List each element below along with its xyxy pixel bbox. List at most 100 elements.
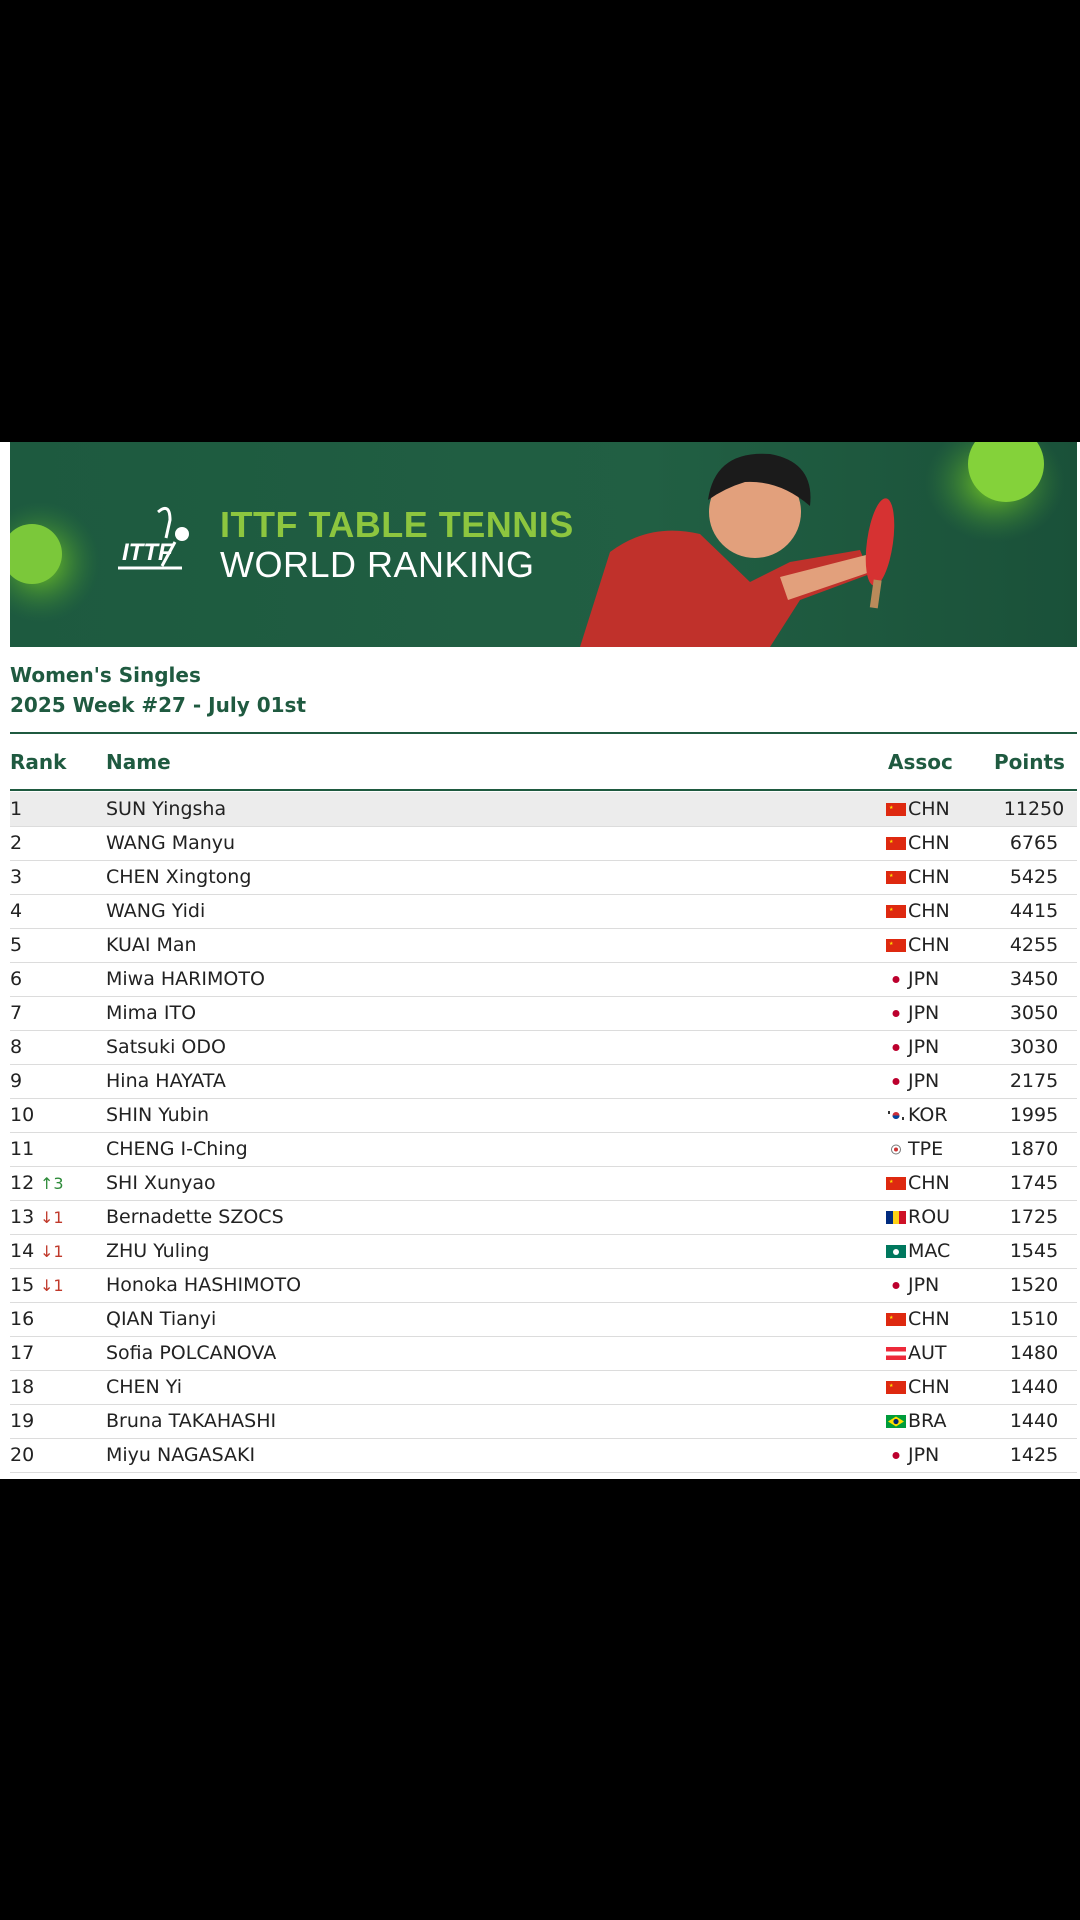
association-code: JPN (908, 968, 940, 990)
rank-value: 13 (10, 1206, 35, 1228)
player-name-link[interactable]: Miwa HARIMOTO (106, 968, 265, 990)
association-code: ROU (908, 1206, 951, 1228)
association-code: CHN (908, 798, 950, 820)
player-name-link[interactable]: SHI Xunyao (106, 1172, 216, 1194)
korea-flag-icon (886, 1109, 906, 1122)
table-row[interactable]: 5 KUAI Man ★ CHN 4255 (10, 928, 1077, 963)
table-row[interactable]: 6 Miwa HARIMOTO JPN 3450 (10, 962, 1077, 997)
table-row[interactable]: 7 Mima ITO JPN 3050 (10, 996, 1077, 1031)
rank-value: 9 (10, 1070, 23, 1092)
player-name-link[interactable]: QIAN Tianyi (106, 1308, 217, 1330)
table-row[interactable]: 13 ↓1 Bernadette SZOCS ROU 1725 (10, 1200, 1077, 1235)
rank-value: 8 (10, 1036, 23, 1058)
player-name-link[interactable]: Satsuki ODO (106, 1036, 226, 1058)
points-value: 1870 (1009, 1138, 1059, 1160)
association-code: JPN (908, 1002, 940, 1024)
player-name-link[interactable]: KUAI Man (106, 934, 197, 956)
china-flag-icon: ★ (886, 837, 906, 850)
points-value: 4415 (1009, 900, 1059, 922)
table-row[interactable]: 20 Miyu NAGASAKI JPN 1425 (10, 1438, 1077, 1473)
week-title: 2025 Week #27 - July 01st (10, 693, 307, 717)
rank-value: 2 (10, 832, 23, 854)
rank-value: 15 (10, 1274, 35, 1296)
table-row[interactable]: 19 Bruna TAKAHASHI BRA 1440 (10, 1404, 1077, 1439)
table-top-rule (10, 732, 1077, 734)
table-row[interactable]: 12 ↑3 SHI Xunyao ★ CHN 1745 (10, 1166, 1077, 1201)
player-name-link[interactable]: CHEN Yi (106, 1376, 183, 1398)
points-value: 11250 (1003, 798, 1065, 820)
player-name-link[interactable]: CHENG I-Ching (106, 1138, 248, 1160)
japan-flag-icon (886, 973, 906, 986)
association-code: CHN (908, 1376, 950, 1398)
player-name-link[interactable]: WANG Yidi (106, 900, 206, 922)
table-row[interactable]: 17 Sofia POLCANOVA AUT 1480 (10, 1336, 1077, 1371)
association-code: CHN (908, 1308, 950, 1330)
column-header-assoc[interactable]: Assoc (888, 750, 953, 774)
table-row[interactable]: 10 SHIN Yubin KOR 1995 (10, 1098, 1077, 1133)
china-flag-icon: ★ (886, 1177, 906, 1190)
brazil-flag-icon (886, 1415, 906, 1428)
table-row[interactable]: 18 CHEN Yi ★ CHN 1440 (10, 1370, 1077, 1405)
rank-value: 17 (10, 1342, 35, 1364)
player-name-link[interactable]: Honoka HASHIMOTO (106, 1274, 302, 1296)
player-name-link[interactable]: SHIN Yubin (106, 1104, 210, 1126)
table-row[interactable]: 8 Satsuki ODO JPN 3030 (10, 1030, 1077, 1065)
svg-text:★: ★ (889, 1179, 894, 1185)
player-name-link[interactable]: ZHU Yuling (106, 1240, 210, 1262)
points-value: 5425 (1009, 866, 1059, 888)
table-row[interactable]: 16 QIAN Tianyi ★ CHN 1510 (10, 1302, 1077, 1337)
table-row[interactable]: 4 WANG Yidi ★ CHN 4415 (10, 894, 1077, 929)
japan-flag-icon (886, 1007, 906, 1020)
banner-art: ITTF (10, 442, 1077, 647)
china-flag-icon: ★ (886, 871, 906, 884)
rank-value: 14 (10, 1240, 35, 1262)
ittf-logo (118, 506, 189, 570)
points-value: 2175 (1009, 1070, 1059, 1092)
points-value: 1545 (1009, 1240, 1059, 1262)
association-code: KOR (908, 1104, 948, 1126)
rank-up-indicator: ↑3 (40, 1174, 64, 1193)
banner-title-line2: WORLD RANKING (220, 544, 535, 585)
china-flag-icon: ★ (886, 939, 906, 952)
points-value: 1995 (1009, 1104, 1059, 1126)
rank-value: 4 (10, 900, 23, 922)
player-name-link[interactable]: CHEN Xingtong (106, 866, 252, 888)
player-name-link[interactable]: Bernadette SZOCS (106, 1206, 284, 1228)
player-name-link[interactable]: Miyu NAGASAKI (106, 1444, 256, 1466)
category-title: Women's Singles (10, 663, 201, 687)
rank-value: 3 (10, 866, 23, 888)
china-flag-icon: ★ (886, 905, 906, 918)
table-row[interactable]: 1 SUN Yingsha ★ CHN 11250 (10, 792, 1077, 827)
player-name-link[interactable]: Hina HAYATA (106, 1070, 226, 1092)
player-name-link[interactable]: Bruna TAKAHASHI (106, 1410, 277, 1432)
rank-value: 6 (10, 968, 23, 990)
column-header-name[interactable]: Name (106, 750, 171, 774)
association-code: CHN (908, 900, 950, 922)
rank-down-indicator: ↓1 (40, 1242, 64, 1261)
rank-value: 1 (10, 798, 23, 820)
table-row[interactable]: 14 ↓1 ZHU Yuling MAC 1545 (10, 1234, 1077, 1269)
player-name-link[interactable]: Sofia POLCANOVA (106, 1342, 277, 1364)
player-name-link[interactable]: SUN Yingsha (106, 798, 227, 820)
svg-text:★: ★ (889, 839, 894, 845)
svg-text:★: ★ (889, 907, 894, 913)
japan-flag-icon (886, 1449, 906, 1462)
rank-value: 20 (10, 1444, 35, 1466)
points-value: 1440 (1009, 1410, 1059, 1432)
column-header-rank[interactable]: Rank (10, 750, 67, 774)
association-code: CHN (908, 832, 950, 854)
association-code: CHN (908, 866, 950, 888)
table-row[interactable]: 3 CHEN Xingtong ★ CHN 5425 (10, 860, 1077, 895)
association-code: JPN (908, 1070, 940, 1092)
table-row[interactable]: 2 WANG Manyu ★ CHN 6765 (10, 826, 1077, 861)
column-header-points[interactable]: Points (994, 750, 1065, 774)
player-name-link[interactable]: WANG Manyu (106, 832, 236, 854)
player-name-link[interactable]: Mima ITO (106, 1002, 197, 1024)
japan-flag-icon (886, 1041, 906, 1054)
romania-flag-icon (886, 1211, 906, 1224)
table-row[interactable]: 15 ↓1 Honoka HASHIMOTO JPN 1520 (10, 1268, 1077, 1303)
association-code: CHN (908, 934, 950, 956)
table-row[interactable]: 9 Hina HAYATA JPN 2175 (10, 1064, 1077, 1099)
china-flag-icon: ★ (886, 1313, 906, 1326)
table-row[interactable]: 11 CHENG I-Ching TPE 1870 (10, 1132, 1077, 1167)
